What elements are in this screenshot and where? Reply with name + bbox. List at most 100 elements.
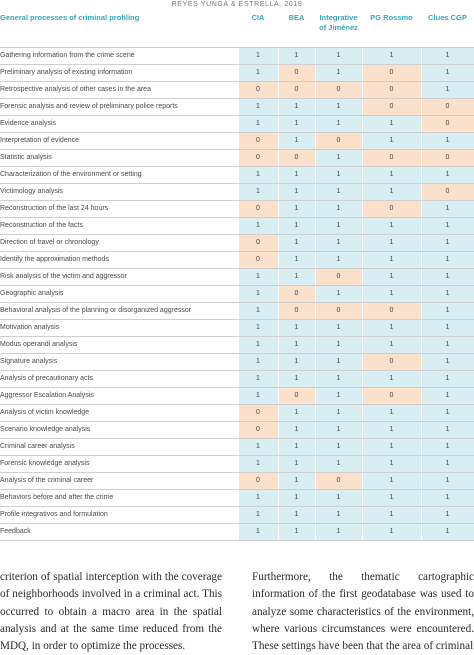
table-row: Geographic analysis 1 0 1 1 1 [0, 285, 474, 303]
process-name-cell: Preliminary analysis of existing informa… [0, 64, 238, 82]
value-cell: 1 [277, 404, 316, 422]
value-cell: 1 [237, 115, 279, 133]
value-cell: 1 [361, 370, 422, 388]
process-name-cell: Forensic analysis and review of prelimin… [0, 98, 238, 116]
value-cell: 1 [420, 132, 474, 150]
table-row: Analysis of victim knowledge 0 1 1 1 1 [0, 404, 474, 422]
value-cell: 1 [314, 421, 363, 439]
value-cell: 1 [314, 353, 363, 371]
process-name-cell: Interpretation of evidence [0, 132, 238, 150]
value-cell: 1 [361, 421, 422, 439]
value-cell: 1 [314, 438, 363, 456]
body-text-right-column: Furthermore, the thematic cartographic i… [252, 571, 474, 653]
value-cell: 0 [314, 132, 363, 150]
value-cell: 1 [420, 81, 474, 99]
process-name-cell: Evidence analysis [0, 115, 238, 133]
value-cell: 1 [420, 166, 474, 184]
header-clues-cgp: Clues CGP [421, 11, 474, 48]
process-name-cell: Modus operandi analysis [0, 336, 238, 354]
value-cell: 1 [361, 47, 422, 65]
header-bea: BEA [278, 11, 315, 48]
value-cell: 1 [361, 438, 422, 456]
value-cell: 1 [277, 47, 316, 65]
value-cell: 0 [277, 302, 316, 320]
value-cell: 1 [237, 98, 279, 116]
value-cell: 1 [420, 285, 474, 303]
table-row: Scenario knowledge analysis 0 1 1 1 1 [0, 421, 474, 439]
value-cell: 1 [420, 370, 474, 388]
process-name-cell: Retrospective analysis of other cases in… [0, 81, 238, 99]
value-cell: 1 [237, 336, 279, 354]
process-name-cell: Identify the approximation methods [0, 251, 238, 269]
value-cell: 1 [420, 455, 474, 473]
value-cell: 1 [420, 47, 474, 65]
table-row: Analysis of precautionary acts 1 1 1 1 1 [0, 370, 474, 388]
value-cell: 1 [237, 370, 279, 388]
process-name-cell: Scenario knowledge analysis [0, 421, 238, 439]
process-name-cell: Analysis of the criminal career [0, 472, 238, 490]
value-cell: 1 [237, 455, 279, 473]
value-cell: 1 [237, 506, 279, 524]
value-cell: 1 [361, 115, 422, 133]
value-cell: 1 [361, 472, 422, 490]
header-pg-rossmo: PG Rossmo [362, 11, 421, 48]
value-cell: 1 [277, 234, 316, 252]
process-name-cell: Aggressor Escalation Analysis [0, 387, 238, 405]
value-cell: 1 [237, 166, 279, 184]
value-cell: 0 [361, 387, 422, 405]
table-row: Direction of travel or chronology 0 1 1 1 1 [0, 234, 474, 252]
table-row: Interpretation of evidence 0 1 0 1 1 [0, 132, 474, 150]
value-cell: 1 [277, 353, 316, 371]
value-cell: 1 [277, 472, 316, 490]
value-cell: 1 [237, 387, 279, 405]
process-name-cell: Behavioral analysis of the planning or d… [0, 302, 238, 320]
value-cell: 1 [237, 47, 279, 65]
table-row: Analysis of the criminal career 0 1 0 1 1 [0, 472, 474, 490]
value-cell: 1 [314, 234, 363, 252]
value-cell: 1 [361, 506, 422, 524]
value-cell: 1 [277, 319, 316, 337]
value-cell: 1 [420, 200, 474, 218]
value-cell: 1 [277, 98, 316, 116]
value-cell: 1 [277, 455, 316, 473]
value-cell: 1 [237, 489, 279, 507]
process-name-cell: Statistic analysis [0, 149, 238, 167]
value-cell: 1 [237, 319, 279, 337]
value-cell: 1 [314, 506, 363, 524]
value-cell: 1 [420, 387, 474, 405]
value-cell: 1 [420, 251, 474, 269]
value-cell: 0 [361, 98, 422, 116]
value-cell: 1 [314, 404, 363, 422]
value-cell: 1 [277, 370, 316, 388]
table-row: Evidence analysis 1 1 1 1 0 [0, 115, 474, 133]
value-cell: 1 [314, 200, 363, 218]
value-cell: 1 [420, 217, 474, 235]
value-cell: 1 [314, 98, 363, 116]
value-cell: 1 [420, 489, 474, 507]
process-name-cell: Victimology analysis [0, 183, 238, 201]
table-row: Behavioral analysis of the planning or d… [0, 302, 474, 320]
table-row: Forensic analysis and review of prelimin… [0, 98, 474, 116]
table-row: Criminal career analysis 1 1 1 1 1 [0, 438, 474, 456]
value-cell: 1 [277, 251, 316, 269]
value-cell: 1 [420, 336, 474, 354]
value-cell: 1 [420, 438, 474, 456]
value-cell: 1 [420, 64, 474, 82]
table-row: Reconstruction of the last 24 hours 0 1 1 0 1 [0, 200, 474, 218]
value-cell: 1 [314, 166, 363, 184]
table-row: Statistic analysis 0 0 1 0 0 [0, 149, 474, 167]
table-row: Victimology analysis 1 1 1 1 0 [0, 183, 474, 201]
header-processes: General processes of criminal profiling [0, 11, 238, 48]
value-cell: 1 [361, 251, 422, 269]
value-cell: 1 [314, 47, 363, 65]
value-cell: 0 [420, 115, 474, 133]
value-cell: 0 [361, 302, 422, 320]
value-cell: 1 [420, 523, 474, 541]
process-name-cell: Gathering information from the crime sce… [0, 47, 238, 65]
table-row: Preliminary analysis of existing informa… [0, 64, 474, 82]
value-cell: 1 [314, 285, 363, 303]
table-row: Behaviors before and after the crime 1 1 1 1… [0, 489, 474, 507]
value-cell: 1 [420, 506, 474, 524]
value-cell: 1 [237, 302, 279, 320]
value-cell: 0 [314, 472, 363, 490]
